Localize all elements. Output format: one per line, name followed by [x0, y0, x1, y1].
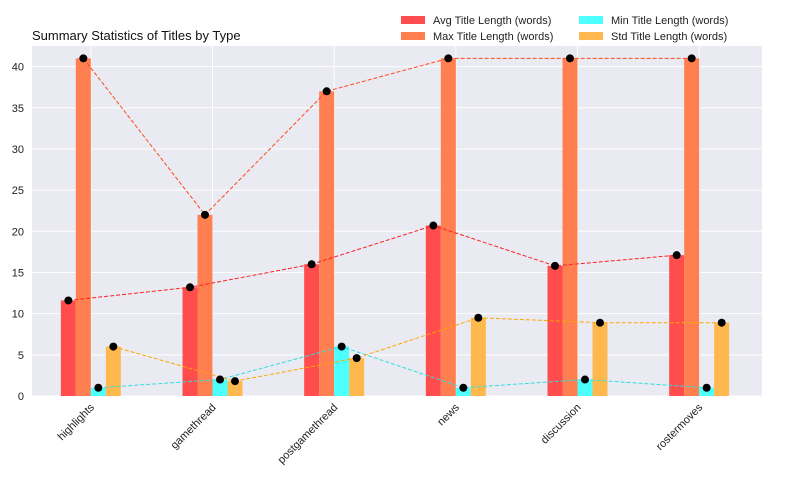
series-line-3 [113, 317, 722, 382]
data-point-discussion-1 [566, 54, 574, 63]
data-point-gamethread-3 [231, 377, 239, 386]
bar-highlights-3 [105, 346, 121, 396]
y-tick-label: 10 [12, 309, 24, 321]
bar-postgamethread-3 [349, 358, 365, 396]
bar-gamethread-3 [227, 381, 243, 396]
data-point-news-0 [429, 221, 438, 230]
data-point-rostermoves-1 [687, 54, 696, 63]
legend-swatch-2 [579, 16, 603, 24]
data-point-rostermoves-3 [717, 318, 726, 327]
bar-news-2 [455, 387, 471, 396]
data-point-highlights-2 [94, 383, 103, 392]
bar-discussion-0 [547, 265, 563, 396]
series-lines [68, 57, 722, 389]
y-tick-label: 0 [18, 391, 24, 403]
x-tick-label-gamethread: gamethread [169, 402, 219, 452]
data-point-highlights-0 [64, 296, 73, 305]
data-point-rostermoves-2 [702, 383, 711, 392]
bar-discussion-1 [562, 58, 578, 397]
chart-title: Summary Statistics of Titles by Type [32, 28, 241, 43]
data-point-highlights-1 [79, 54, 88, 63]
data-point-discussion-2 [581, 375, 589, 384]
data-point-news-3 [474, 313, 483, 322]
x-tick-label-news: news [435, 401, 462, 428]
bar-highlights-2 [90, 387, 106, 396]
y-tick-labels: 0 5 10 15 20 25 30 35 40 [12, 62, 24, 403]
y-tick-label: 30 [12, 144, 24, 156]
x-tick-label-highlights: highlights [56, 401, 98, 443]
bar-postgamethread-1 [319, 91, 335, 396]
data-point-gamethread-0 [186, 283, 194, 292]
data-point-postgamethread-1 [322, 87, 331, 96]
series-line-1 [82, 57, 692, 216]
legend-swatch-1 [401, 32, 425, 40]
data-point-postgamethread-0 [307, 260, 316, 269]
y-tick-label: 20 [12, 226, 24, 238]
y-tick-label: 40 [12, 62, 24, 74]
data-point-discussion-0 [551, 261, 559, 270]
bar-gamethread-2 [212, 379, 228, 396]
bar-postgamethread-2 [334, 346, 350, 396]
data-point-discussion-3 [596, 318, 604, 327]
legend-label-1: Max Title Length (words) [433, 31, 553, 43]
plot-background [32, 46, 762, 396]
bar-discussion-2 [577, 379, 593, 396]
data-point-postgamethread-3 [352, 354, 361, 363]
x-tick-label-rostermoves: rostermoves [654, 401, 706, 453]
bar-highlights-1 [75, 58, 91, 397]
bar-gamethread-0 [182, 287, 198, 396]
bar-discussion-3 [592, 322, 608, 396]
y-tick-label: 15 [12, 267, 24, 279]
data-point-news-1 [444, 54, 453, 63]
bar-rostermoves-2 [699, 387, 715, 396]
series-line-0 [68, 225, 677, 301]
bar-highlights-0 [60, 300, 76, 396]
legend-label-3: Std Title Length (words) [611, 31, 727, 43]
y-tick-label: 5 [18, 350, 24, 362]
bars [60, 58, 730, 397]
data-point-highlights-3 [109, 342, 118, 351]
bar-gamethread-1 [197, 214, 213, 396]
data-point-gamethread-1 [201, 210, 209, 219]
y-tick-label: 35 [12, 103, 24, 115]
bar-postgamethread-0 [304, 264, 320, 396]
series-line-2 [98, 346, 707, 389]
x-tick-labels: highlights gamethread postgamethread news di… [56, 401, 706, 466]
data-point-rostermoves-0 [672, 251, 681, 260]
legend-label-0: Avg Title Length (words) [433, 15, 551, 27]
data-point-gamethread-2 [216, 375, 224, 384]
bar-news-3 [470, 317, 486, 396]
data-point-news-2 [459, 383, 468, 392]
data-point-postgamethread-2 [337, 342, 346, 351]
bar-rostermoves-3 [714, 322, 730, 396]
bar-news-0 [425, 225, 441, 396]
bar-rostermoves-1 [684, 58, 700, 397]
x-tick-label-discussion: discussion [539, 402, 584, 447]
bar-news-1 [440, 58, 456, 397]
bar-rostermoves-0 [669, 255, 685, 396]
legend-swatch-3 [579, 32, 603, 40]
y-tick-label: 25 [12, 185, 24, 197]
x-tick-label-postgamethread: postgamethread [276, 402, 341, 467]
legend-swatch-0 [401, 16, 425, 24]
legend: Avg Title Length (words) Min Title Length… [401, 15, 728, 43]
legend-label-2: Min Title Length (words) [611, 15, 728, 27]
data-points [64, 54, 726, 392]
